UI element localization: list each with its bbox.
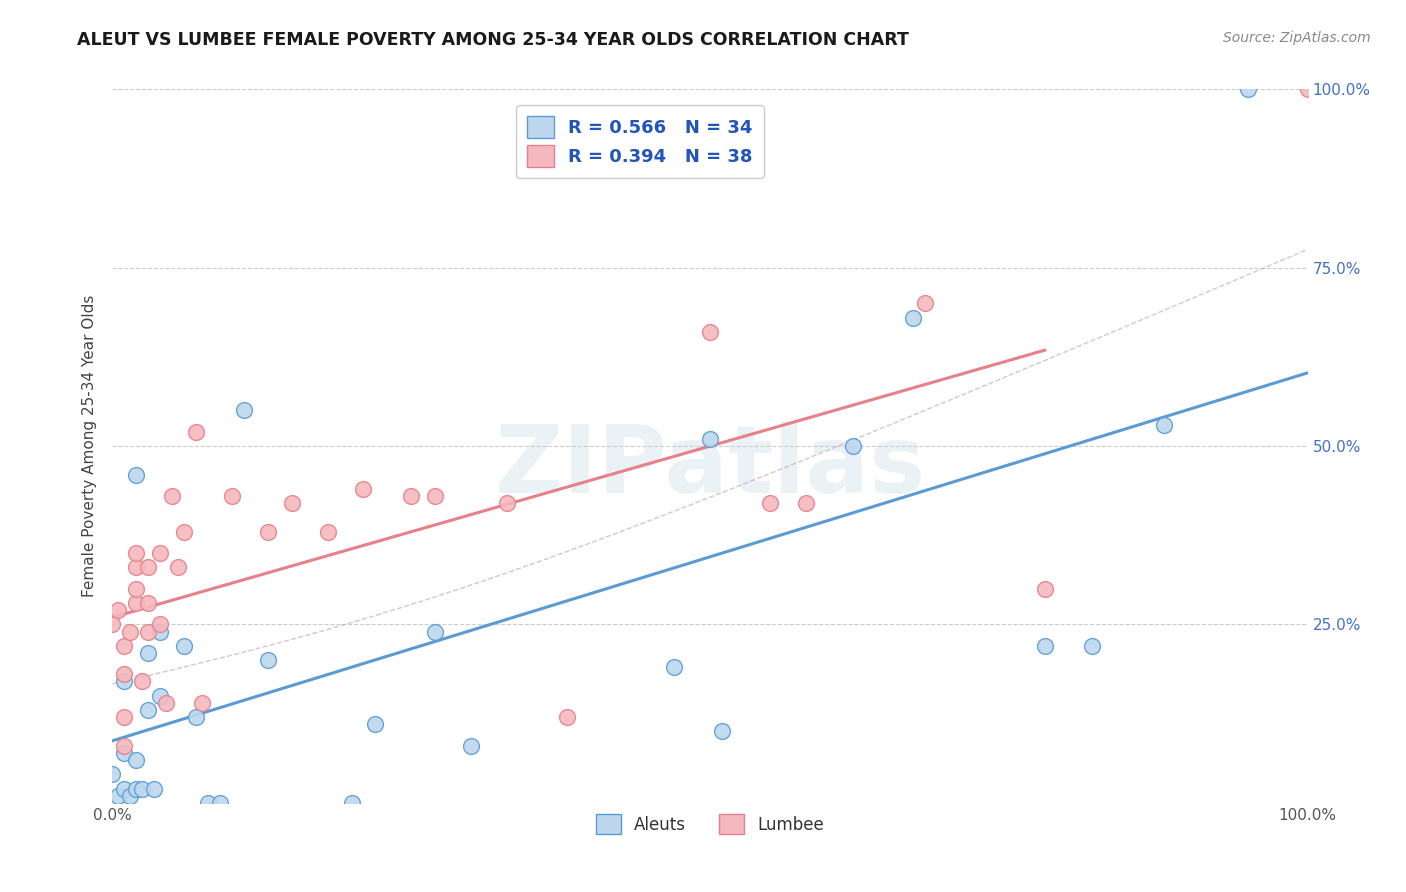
Point	[120, 624, 142, 639]
Point	[162, 489, 183, 503]
Point	[257, 524, 280, 539]
Point	[699, 432, 721, 446]
Point	[842, 439, 865, 453]
Point	[1033, 639, 1056, 653]
Point	[914, 296, 936, 310]
Point	[120, 789, 142, 803]
Point	[149, 546, 172, 560]
Point	[107, 603, 129, 617]
Point	[555, 710, 578, 724]
Point	[149, 689, 172, 703]
Legend: Aleuts, Lumbee: Aleuts, Lumbee	[586, 804, 834, 845]
Point	[364, 717, 387, 731]
Point	[794, 496, 817, 510]
Point	[401, 489, 423, 503]
Point	[1081, 639, 1104, 653]
Point	[173, 639, 195, 653]
Point	[186, 710, 208, 724]
Point	[125, 781, 148, 796]
Point	[759, 496, 782, 510]
Point	[155, 696, 177, 710]
Text: ZIPatlas: ZIPatlas	[495, 421, 925, 514]
Point	[191, 696, 214, 710]
Point	[114, 674, 135, 689]
Point	[711, 724, 734, 739]
Point	[425, 624, 447, 639]
Point	[460, 739, 482, 753]
Point	[125, 467, 148, 482]
Point	[257, 653, 280, 667]
Point	[125, 582, 148, 596]
Point	[352, 482, 374, 496]
Point	[138, 624, 160, 639]
Point	[114, 639, 135, 653]
Point	[1153, 417, 1175, 432]
Text: ALEUT VS LUMBEE FEMALE POVERTY AMONG 25-34 YEAR OLDS CORRELATION CHART: ALEUT VS LUMBEE FEMALE POVERTY AMONG 25-…	[77, 31, 910, 49]
Point	[425, 489, 447, 503]
Point	[114, 739, 135, 753]
Point	[149, 617, 172, 632]
Point	[125, 753, 148, 767]
Point	[138, 703, 160, 717]
Point	[125, 596, 148, 610]
Point	[114, 746, 135, 760]
Y-axis label: Female Poverty Among 25-34 Year Olds: Female Poverty Among 25-34 Year Olds	[82, 295, 97, 597]
Point	[699, 325, 721, 339]
Point	[496, 496, 519, 510]
Point	[143, 781, 166, 796]
Point	[316, 524, 339, 539]
Point	[149, 624, 172, 639]
Point	[209, 796, 232, 810]
Point	[664, 660, 686, 674]
Point	[1237, 82, 1260, 96]
Point	[114, 667, 135, 681]
Point	[138, 646, 160, 660]
Point	[1033, 582, 1056, 596]
Point	[281, 496, 304, 510]
Point	[131, 674, 153, 689]
Point	[186, 425, 208, 439]
Point	[125, 560, 148, 574]
Point	[131, 781, 153, 796]
Point	[107, 789, 129, 803]
Point	[340, 796, 363, 810]
Point	[114, 710, 135, 724]
Point	[138, 596, 160, 610]
Point	[221, 489, 243, 503]
Point	[125, 546, 148, 560]
Point	[167, 560, 190, 574]
Point	[197, 796, 219, 810]
Point	[903, 310, 925, 325]
Point	[233, 403, 256, 417]
Point	[101, 617, 124, 632]
Point	[101, 767, 124, 781]
Point	[138, 560, 160, 574]
Point	[173, 524, 195, 539]
Point	[114, 781, 135, 796]
Point	[1296, 82, 1319, 96]
Text: Source: ZipAtlas.com: Source: ZipAtlas.com	[1223, 31, 1371, 45]
